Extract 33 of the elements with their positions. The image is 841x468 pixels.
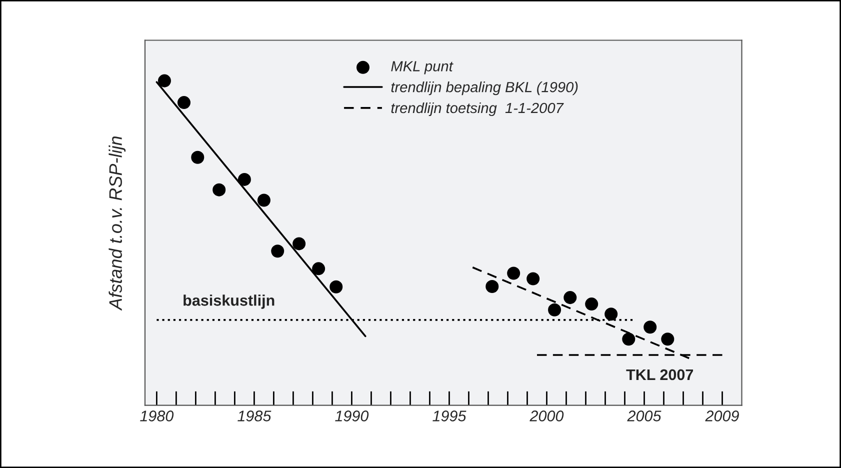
point [585,298,598,311]
annotation: basiskustlijn [184,294,274,309]
point [661,332,674,346]
point [486,280,499,294]
point [526,272,540,286]
legend-label: trendlijn toetsing 1-1-2007 [391,102,564,116]
point [212,183,226,196]
x-tick-label: 2000 [530,410,564,422]
point [548,303,562,316]
point [507,266,520,280]
point [271,244,284,258]
x-tick-label: 1980 [140,410,174,422]
point [257,194,270,207]
annotation: TKL 2007 [626,369,694,380]
point [177,96,190,110]
x-tick-label: 1990 [335,410,369,422]
point [622,332,636,346]
x-tick-label: 2005 [627,410,662,422]
point [292,237,306,250]
point [644,320,657,334]
point [191,150,204,164]
x-tick-label: 2009 [705,410,739,422]
x-tick-label: 1985 [238,410,272,422]
point [604,308,618,321]
point [330,280,343,294]
point [312,262,326,276]
x-tick-label: 1995 [432,410,466,422]
point [564,291,577,304]
y-axis-title: Afstand t.o.v. RSP-lijn [108,136,126,311]
point [158,74,171,88]
legend-label: MKL punt [391,61,454,74]
point [238,172,251,186]
legend-label: trendlijn bepaling BKL (1990) [391,82,578,96]
